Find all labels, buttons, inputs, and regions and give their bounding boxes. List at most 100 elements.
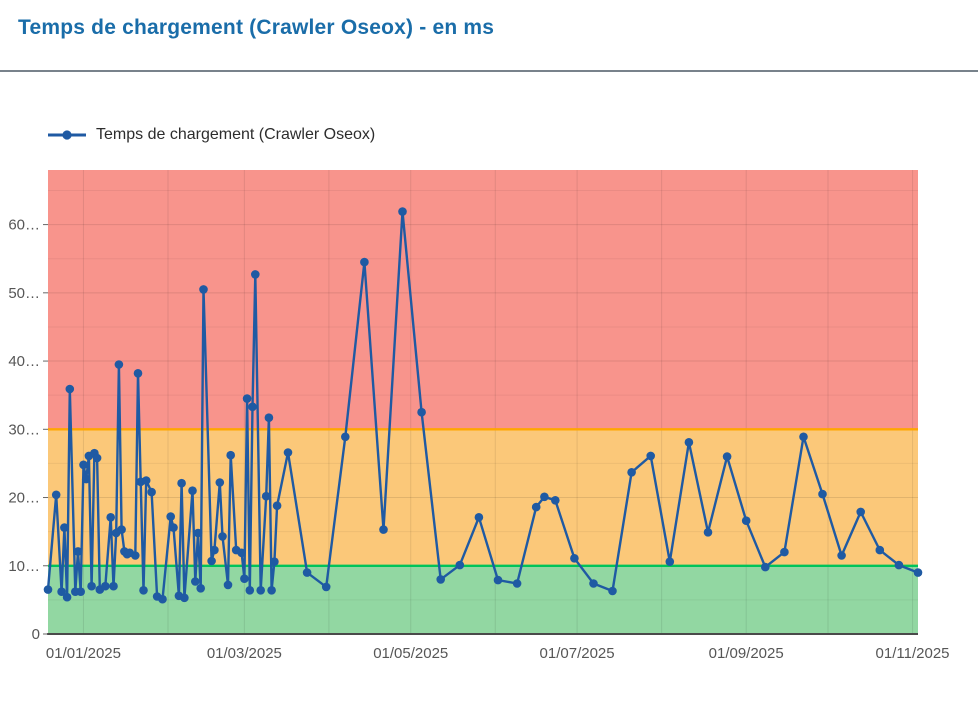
data-point[interactable] (245, 586, 255, 595)
data-point[interactable] (210, 545, 219, 555)
data-point[interactable] (531, 502, 541, 512)
data-point[interactable] (722, 452, 732, 461)
data-point[interactable] (196, 584, 205, 593)
data-point[interactable] (101, 581, 110, 591)
data-point[interactable] (646, 451, 655, 461)
data-point[interactable] (62, 592, 72, 602)
loading-time-chart: 0 10… 20… 30… 40… 50… 60… 01/01/2025 01/03/2025 0… (0, 160, 978, 706)
data-point[interactable] (398, 207, 407, 216)
data-point[interactable] (741, 516, 751, 525)
x-tick-label: 01/01/2025 (46, 645, 121, 662)
data-point[interactable] (79, 460, 88, 470)
data-point[interactable] (512, 579, 522, 588)
data-point[interactable] (60, 523, 69, 532)
data-point[interactable] (248, 402, 257, 412)
data-point[interactable] (141, 476, 151, 485)
data-point[interactable] (272, 501, 282, 511)
data-point[interactable] (267, 586, 276, 595)
data-point[interactable] (270, 557, 279, 566)
data-point[interactable] (218, 532, 227, 541)
data-point[interactable] (65, 384, 75, 394)
data-point[interactable] (261, 491, 271, 501)
data-point[interactable] (283, 448, 293, 457)
y-tick-label: 30… (8, 421, 40, 438)
x-tick-label: 01/03/2025 (207, 645, 282, 662)
y-tick-label: 0 (32, 626, 40, 643)
data-point[interactable] (589, 579, 598, 588)
data-point[interactable] (894, 560, 904, 570)
data-point[interactable] (177, 478, 186, 488)
data-point[interactable] (199, 285, 208, 294)
x-tick-label: 01/11/2025 (876, 645, 950, 662)
data-point[interactable] (131, 551, 140, 560)
data-point[interactable] (73, 547, 83, 556)
data-point[interactable] (191, 577, 200, 586)
data-point[interactable] (856, 507, 865, 517)
data-point[interactable] (608, 586, 617, 596)
data-point[interactable] (169, 523, 178, 532)
data-point[interactable] (264, 413, 274, 422)
data-point[interactable] (109, 581, 118, 591)
data-point[interactable] (818, 489, 827, 499)
data-point[interactable] (455, 560, 465, 570)
data-point[interactable] (799, 432, 808, 442)
data-point[interactable] (242, 394, 252, 403)
data-point[interactable] (76, 587, 85, 596)
data-point[interactable] (256, 586, 266, 595)
data-point[interactable] (570, 554, 579, 563)
data-point[interactable] (360, 257, 369, 267)
data-point[interactable] (57, 587, 66, 596)
data-point[interactable] (627, 468, 636, 477)
data-point[interactable] (875, 545, 885, 555)
legend-label: Temps de chargement (Crawler Oseox) (96, 126, 376, 143)
data-point[interactable] (92, 453, 102, 463)
data-point[interactable] (106, 513, 115, 522)
data-point[interactable] (436, 575, 446, 584)
data-point[interactable] (302, 568, 312, 577)
data-point[interactable] (226, 450, 235, 460)
data-point[interactable] (215, 478, 225, 487)
plot-zone-critical (48, 170, 918, 430)
legend-item[interactable]: Temps de chargement (Crawler Oseox) (47, 126, 375, 144)
data-point[interactable] (837, 551, 846, 560)
data-point[interactable] (474, 513, 484, 522)
data-point[interactable] (379, 525, 388, 534)
data-point[interactable] (223, 580, 233, 590)
data-point[interactable] (193, 528, 203, 538)
data-point[interactable] (180, 593, 189, 603)
data-point[interactable] (761, 562, 770, 572)
data-point[interactable] (139, 586, 148, 595)
chart-svg: 0 10… 20… 30… 40… 50… 60… 01/01/2025 01/03/2025 0… (8, 170, 950, 662)
data-point[interactable] (188, 486, 197, 496)
data-point[interactable] (114, 360, 124, 369)
data-point[interactable] (341, 432, 350, 442)
data-point[interactable] (551, 496, 560, 505)
data-point[interactable] (684, 438, 694, 447)
data-point[interactable] (117, 525, 126, 534)
data-point[interactable] (133, 369, 143, 378)
data-point[interactable] (251, 270, 260, 279)
data-point[interactable] (237, 548, 246, 558)
data-point[interactable] (540, 492, 549, 502)
data-point[interactable] (913, 568, 923, 577)
y-tick-label: 60… (8, 217, 40, 234)
data-point[interactable] (665, 557, 675, 566)
data-point[interactable] (147, 487, 156, 497)
data-point[interactable] (158, 594, 167, 604)
y-tick-label: 10… (8, 558, 40, 575)
plot-zone-good (48, 565, 918, 634)
data-point[interactable] (166, 512, 175, 521)
data-point[interactable] (43, 585, 53, 594)
data-point[interactable] (493, 575, 503, 585)
data-point[interactable] (51, 490, 61, 500)
x-tick-label: 01/05/2025 (373, 645, 448, 662)
data-point[interactable] (81, 474, 91, 484)
data-point[interactable] (207, 556, 216, 566)
x-tick-label: 01/07/2025 (540, 645, 615, 662)
data-point[interactable] (417, 407, 426, 417)
data-point[interactable] (240, 574, 249, 583)
data-point[interactable] (87, 581, 96, 591)
data-point[interactable] (321, 582, 331, 592)
data-point[interactable] (780, 547, 789, 557)
data-point[interactable] (703, 528, 713, 537)
